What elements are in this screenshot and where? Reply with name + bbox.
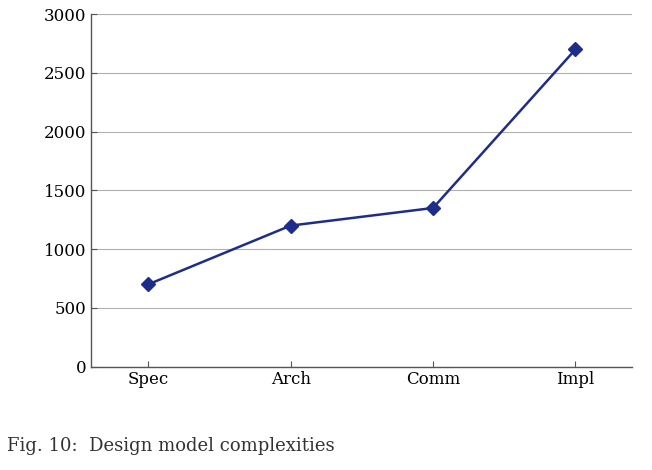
Text: Fig. 10:  Design model complexities: Fig. 10: Design model complexities [7,437,334,455]
